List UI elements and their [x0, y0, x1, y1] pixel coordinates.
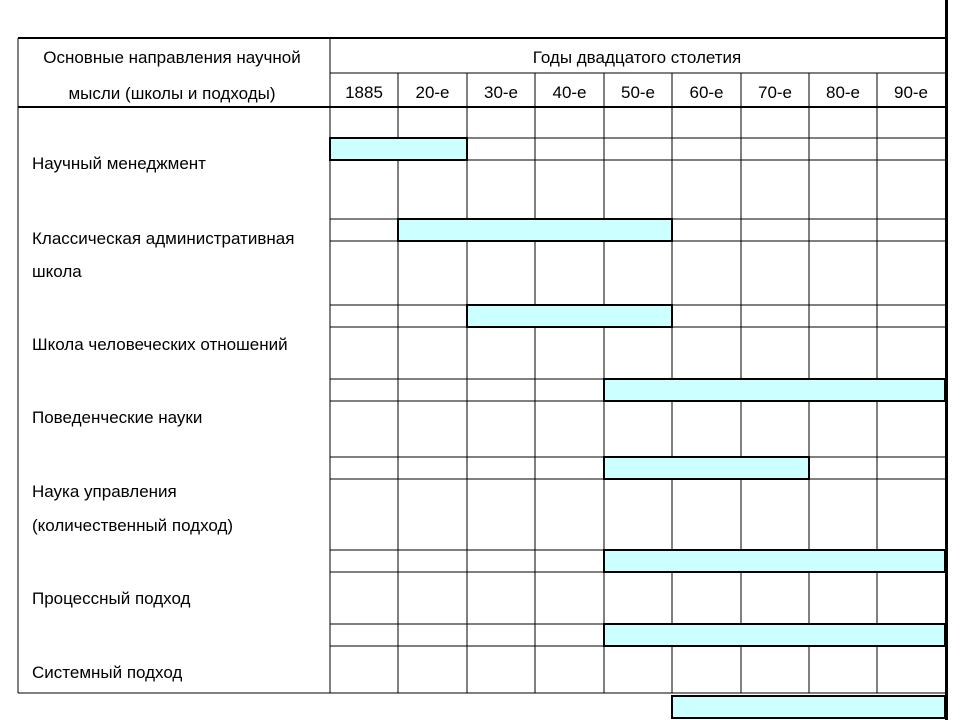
column-label: 50-е: [621, 83, 655, 102]
row-label: Школа человеческих отношений: [32, 335, 288, 354]
timeline-bar: [671, 695, 945, 719]
row-labels: Научный менеджмент Классическая администр…: [32, 154, 294, 682]
row-label: Поведенческие науки: [32, 408, 202, 427]
column-label: 80-е: [826, 83, 860, 102]
header-left-line2: мысли (школы и подходы): [68, 84, 275, 103]
column-label: 70-е: [758, 83, 792, 102]
column-label: 30-е: [484, 83, 518, 102]
row-label: Системный подход: [32, 663, 182, 682]
header-layer: Основные направления научной мысли (школ…: [43, 48, 741, 103]
timeline-bar: [397, 218, 673, 242]
timeline-bar: [603, 549, 945, 573]
row-label: школа: [32, 262, 82, 281]
row-label: Научный менеджмент: [32, 154, 206, 173]
timeline-bar: [466, 304, 673, 328]
column-labels: 1885 20-е 30-е 40-е 50-е 60-е 70-е 80-е 90-е: [345, 83, 928, 102]
row-label: (количественный подход): [32, 516, 233, 535]
header-left-line1: Основные направления научной: [43, 48, 301, 67]
row-label: Процессный подход: [32, 589, 191, 608]
row-label: Наука управления: [32, 482, 177, 501]
column-label: 1885: [345, 83, 383, 102]
page-edge-line: [945, 0, 948, 720]
bars: [329, 137, 945, 719]
column-label: 40-е: [552, 83, 586, 102]
column-label: 20-е: [415, 83, 449, 102]
row-label: Классическая административная: [32, 229, 294, 248]
timeline-bar: [603, 378, 945, 402]
column-label: 60-е: [689, 83, 723, 102]
timeline-bar: [329, 137, 468, 161]
header-right-title: Годы двадцатого столетия: [533, 48, 742, 67]
column-label: 90-е: [894, 83, 928, 102]
timeline-bar: [603, 623, 945, 647]
timeline-bar: [603, 456, 810, 480]
